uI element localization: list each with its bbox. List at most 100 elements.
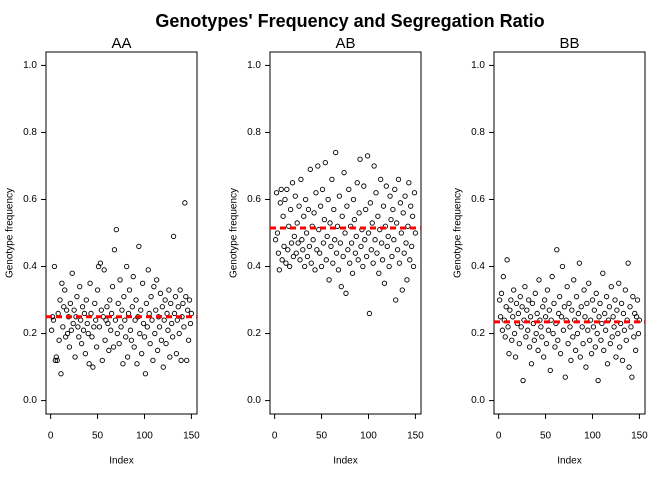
point xyxy=(540,304,546,310)
point xyxy=(117,277,123,283)
point xyxy=(48,327,55,333)
plot-frame xyxy=(45,51,198,415)
point xyxy=(136,243,142,250)
point xyxy=(97,260,104,266)
point xyxy=(395,176,402,183)
point xyxy=(578,304,584,310)
plot-frame xyxy=(493,51,646,415)
point xyxy=(171,310,178,317)
point xyxy=(139,351,145,357)
point xyxy=(522,283,528,290)
point xyxy=(369,220,375,226)
y-tick-label: 0.4 xyxy=(23,261,37,272)
x-tick-label: 100 xyxy=(584,431,601,442)
point xyxy=(167,354,173,360)
point xyxy=(531,337,537,343)
point xyxy=(138,307,144,313)
point xyxy=(185,307,191,313)
y-tick-label: 0.8 xyxy=(23,127,37,138)
point xyxy=(519,304,525,310)
point xyxy=(306,243,313,250)
point xyxy=(391,237,397,243)
point xyxy=(573,294,580,300)
point xyxy=(597,300,603,307)
point xyxy=(603,294,610,300)
point xyxy=(392,186,398,193)
point xyxy=(132,317,138,323)
point xyxy=(149,317,155,323)
point xyxy=(389,253,395,260)
point xyxy=(276,267,282,273)
point xyxy=(408,203,414,209)
point xyxy=(297,257,303,263)
point xyxy=(331,206,337,213)
point xyxy=(164,310,170,317)
point xyxy=(619,357,626,364)
point xyxy=(376,270,382,276)
point xyxy=(515,310,522,317)
point xyxy=(161,317,167,323)
point xyxy=(119,307,125,313)
point xyxy=(518,324,524,330)
point xyxy=(78,340,85,347)
point xyxy=(176,330,182,337)
plot-frame xyxy=(269,51,422,415)
point xyxy=(570,334,576,340)
point xyxy=(68,327,74,333)
point xyxy=(500,273,506,280)
point xyxy=(298,176,304,183)
point xyxy=(341,170,347,176)
point xyxy=(129,304,135,310)
point xyxy=(107,297,113,303)
y-axis-label: Genotype frequency xyxy=(453,188,464,278)
point xyxy=(104,304,110,310)
point xyxy=(373,190,379,196)
point xyxy=(154,347,161,353)
point xyxy=(398,230,404,236)
point xyxy=(316,226,322,233)
point xyxy=(625,260,631,266)
point xyxy=(308,260,314,266)
point xyxy=(366,310,373,317)
point xyxy=(339,213,345,219)
point xyxy=(64,330,71,337)
point xyxy=(583,364,589,370)
point xyxy=(536,277,542,283)
point xyxy=(516,340,522,347)
point xyxy=(154,277,160,283)
point xyxy=(557,351,564,357)
point xyxy=(572,347,579,353)
x-axis-label: Index xyxy=(333,456,357,467)
y-tick-label: 0.6 xyxy=(247,194,261,205)
point xyxy=(281,243,287,250)
point xyxy=(62,287,68,293)
point xyxy=(79,304,86,310)
point xyxy=(509,337,515,343)
point xyxy=(170,233,177,240)
point xyxy=(613,354,619,360)
point xyxy=(390,206,396,213)
y-tick-label: 0.8 xyxy=(471,127,485,138)
point xyxy=(311,210,317,216)
point xyxy=(118,324,124,330)
point xyxy=(89,334,95,340)
point xyxy=(529,300,536,307)
point xyxy=(272,237,279,243)
point xyxy=(596,314,602,320)
point xyxy=(150,357,156,364)
point xyxy=(371,163,377,169)
point xyxy=(520,377,526,384)
point xyxy=(294,220,300,226)
point xyxy=(66,344,73,350)
point xyxy=(99,357,105,364)
point xyxy=(558,314,565,320)
point xyxy=(78,317,84,323)
point xyxy=(280,213,286,219)
point xyxy=(282,196,288,203)
point xyxy=(353,233,359,240)
point xyxy=(279,257,285,263)
point xyxy=(533,330,539,337)
point xyxy=(577,354,583,360)
point xyxy=(293,250,299,256)
point xyxy=(168,300,174,307)
